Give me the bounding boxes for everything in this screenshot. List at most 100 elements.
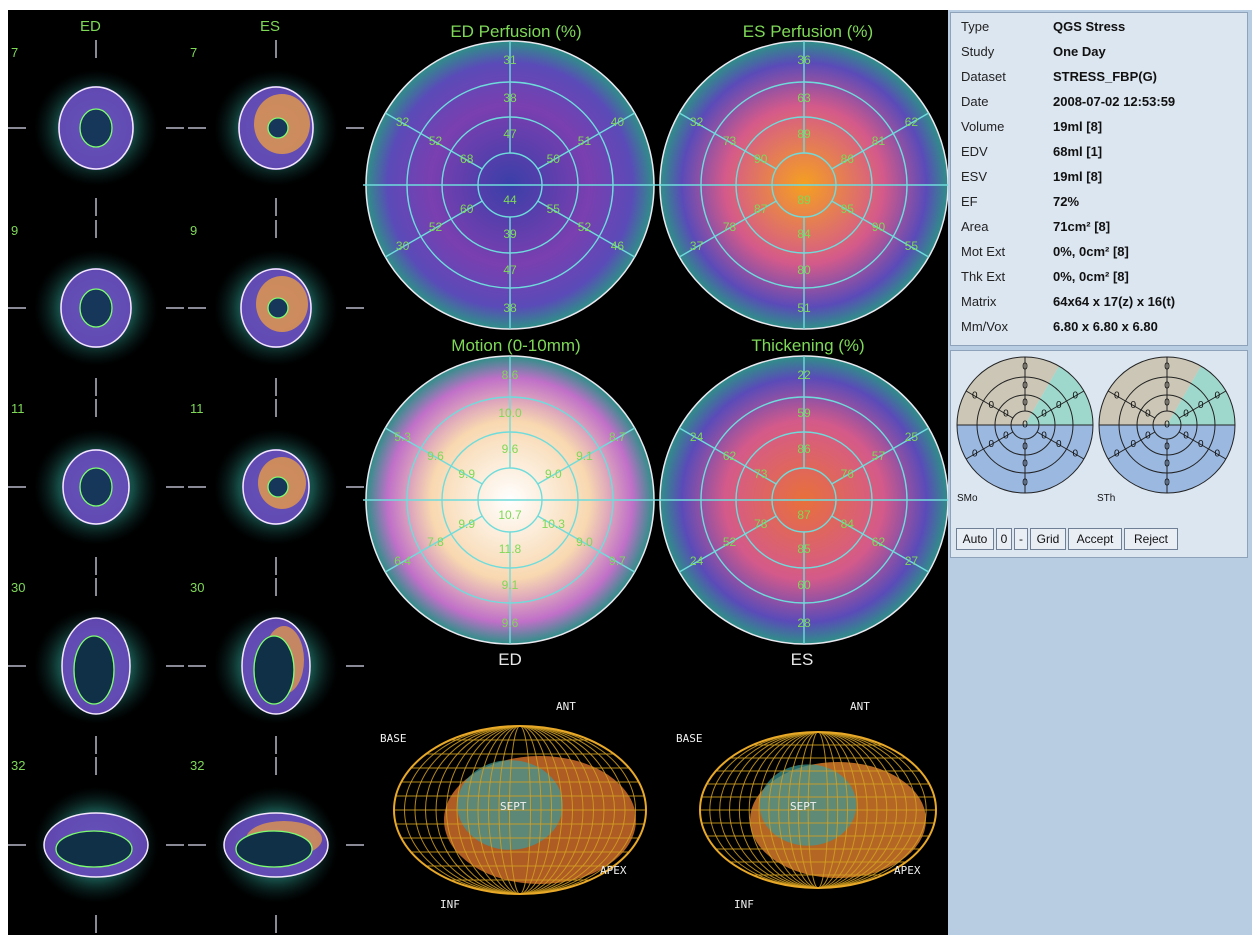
bullseye-region xyxy=(1167,366,1235,425)
bullseye-charts: 0000000000000000000SMo000000000000000000… xyxy=(956,356,1236,504)
endocardial-contour xyxy=(73,635,115,705)
col-header-es: ES xyxy=(260,18,281,35)
minus-button[interactable]: - xyxy=(1014,528,1028,550)
segment-value: 76 xyxy=(841,467,855,481)
endocardial-contour xyxy=(267,297,289,319)
endocardial-contour xyxy=(79,467,113,507)
side-panel: Type QGS Stress Study One Day Dataset STRESS_… xyxy=(948,10,1252,935)
segment-value: 78 xyxy=(754,517,768,531)
bullseye-divider xyxy=(1107,390,1156,419)
accept-button[interactable]: Accept xyxy=(1068,528,1122,550)
segment-value: 38 xyxy=(503,91,517,105)
segment-divider xyxy=(831,427,930,485)
epicardial-contour xyxy=(58,86,134,170)
segment-value: 9.6 xyxy=(502,616,519,630)
epicardial-contour xyxy=(60,268,132,348)
info-value: 19ml [8] xyxy=(1053,119,1103,134)
wireframe-views: ANT BASE SEPT APEX INF ANT BASE SEPT APEX INF xyxy=(380,700,937,911)
segment-value: 51 xyxy=(578,134,592,148)
segment-value: 90 xyxy=(872,220,886,234)
segment-value: 52 xyxy=(429,134,443,148)
col-header-ed: ED xyxy=(80,18,101,35)
bullseye-divider xyxy=(1036,390,1085,419)
endocardial-contour xyxy=(235,830,313,868)
info-value: 2008-07-02 12:53:59 xyxy=(1053,94,1176,109)
slice-image xyxy=(188,220,364,396)
epicardial-contour xyxy=(61,617,131,715)
segment-value: 40 xyxy=(611,115,625,129)
segment-value: 52 xyxy=(723,535,737,549)
info-row: Volume 19ml [8] xyxy=(961,119,1246,144)
slice-image xyxy=(8,399,184,575)
epicardial-contour xyxy=(241,617,311,715)
segment-value: 32 xyxy=(396,115,410,129)
segment-value: 47 xyxy=(503,263,517,277)
slice-number-ed: 11 xyxy=(11,401,25,416)
info-row: EF 72% xyxy=(961,194,1246,219)
bullseye-value: 0 xyxy=(1198,400,1204,411)
info-value: One Day xyxy=(1053,44,1106,59)
info-value: 0%, 0cm² [8] xyxy=(1053,269,1129,284)
endocardial-contour xyxy=(267,476,289,498)
bullseye-region xyxy=(957,357,1059,425)
bullseye-label: SMo xyxy=(957,493,978,504)
phase-label-ed: ED xyxy=(498,650,522,669)
segment-divider xyxy=(678,200,777,258)
grid-button[interactable]: Grid xyxy=(1030,528,1066,550)
segment-value: 52 xyxy=(429,220,443,234)
epicardial-contour xyxy=(62,449,130,525)
wireframe-es xyxy=(699,731,937,889)
bullseye-divider xyxy=(965,390,1014,419)
bullseye-value: 0 xyxy=(1022,442,1028,453)
segment-value: 32 xyxy=(690,115,704,129)
slice-image xyxy=(8,578,184,754)
bullseye-value: 0 xyxy=(1164,362,1170,373)
info-value: 19ml [8] xyxy=(1053,169,1103,184)
info-key: Study xyxy=(961,44,995,59)
bullseye-value: 0 xyxy=(1003,409,1009,420)
segment-value: 24 xyxy=(690,554,704,568)
segment-value: 85 xyxy=(797,542,811,556)
reject-button[interactable]: Reject xyxy=(1124,528,1178,550)
segment-value: 87 xyxy=(797,508,811,522)
bullseye-value: 0 xyxy=(1056,400,1062,411)
segment-value: 30 xyxy=(396,239,410,253)
auto-button[interactable]: Auto xyxy=(956,528,994,550)
bullseye-value: 0 xyxy=(1003,431,1009,442)
info-key: Date xyxy=(961,94,989,109)
segment-value: 10.7 xyxy=(498,508,522,522)
bullseye-region xyxy=(1099,357,1201,425)
wireframe-label-ant: ANT xyxy=(556,700,576,713)
slice-number-es: 11 xyxy=(190,401,204,416)
segment-value: 9.0 xyxy=(576,535,593,549)
map-title-thickening: Thickening (%) xyxy=(751,336,865,355)
bullseye-value: 0 xyxy=(988,439,994,450)
wireframe-label-inf: INF xyxy=(734,898,754,911)
segment-value: 84 xyxy=(797,227,811,241)
segment-divider xyxy=(537,200,636,258)
segment-value: 5.3 xyxy=(394,430,411,444)
slice-image xyxy=(8,220,184,396)
bullseye-value: 0 xyxy=(1022,362,1028,373)
info-value: 6.80 x 6.80 x 6.80 xyxy=(1053,319,1158,334)
zero-button[interactable]: 0 xyxy=(996,528,1012,550)
info-key: EF xyxy=(961,194,978,209)
segment-divider xyxy=(384,112,483,170)
info-key: EDV xyxy=(961,144,988,159)
segment-value: 25 xyxy=(905,430,919,444)
bullseye-value: 0 xyxy=(1022,478,1028,489)
info-row: Type QGS Stress xyxy=(961,19,1246,44)
segment-value: 7.8 xyxy=(427,535,444,549)
segment-value: 60 xyxy=(797,578,811,592)
segment-value: 10.3 xyxy=(542,517,566,531)
info-key: Type xyxy=(961,19,990,34)
segment-value: 37 xyxy=(690,239,704,253)
segment-value: 87 xyxy=(754,202,768,216)
info-value: QGS Stress xyxy=(1053,19,1126,34)
bullseye-divider xyxy=(1178,431,1227,460)
segment-divider xyxy=(537,112,636,170)
wireframe-label-apex: APEX xyxy=(600,864,627,877)
info-value: 71cm² [8] xyxy=(1053,219,1111,234)
